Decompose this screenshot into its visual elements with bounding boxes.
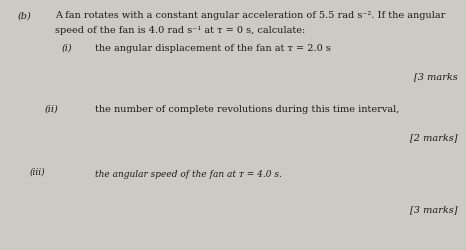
Text: [3 marks: [3 marks [414, 72, 458, 81]
Text: the number of complete revolutions during this time interval,: the number of complete revolutions durin… [95, 105, 399, 114]
Text: A fan rotates with a constant angular acceleration of 5.5 rad s⁻². If the angula: A fan rotates with a constant angular ac… [55, 11, 445, 20]
Text: speed of the fan is 4.0 rad s⁻¹ at ᴛ = 0 s, calculate:: speed of the fan is 4.0 rad s⁻¹ at ᴛ = 0… [55, 26, 305, 35]
Text: (iii): (iii) [30, 168, 46, 177]
Text: the angular speed of the fan at ᴛ = 4.0 s.: the angular speed of the fan at ᴛ = 4.0 … [95, 170, 282, 179]
Text: the angular displacement of the fan at ᴛ = 2.0 s: the angular displacement of the fan at ᴛ… [95, 44, 331, 53]
Text: (i): (i) [62, 44, 73, 53]
Text: (ii): (ii) [45, 105, 59, 114]
Text: [3 marks]: [3 marks] [411, 205, 458, 214]
Text: (b): (b) [18, 12, 32, 21]
Text: [2 marks]: [2 marks] [411, 133, 458, 142]
